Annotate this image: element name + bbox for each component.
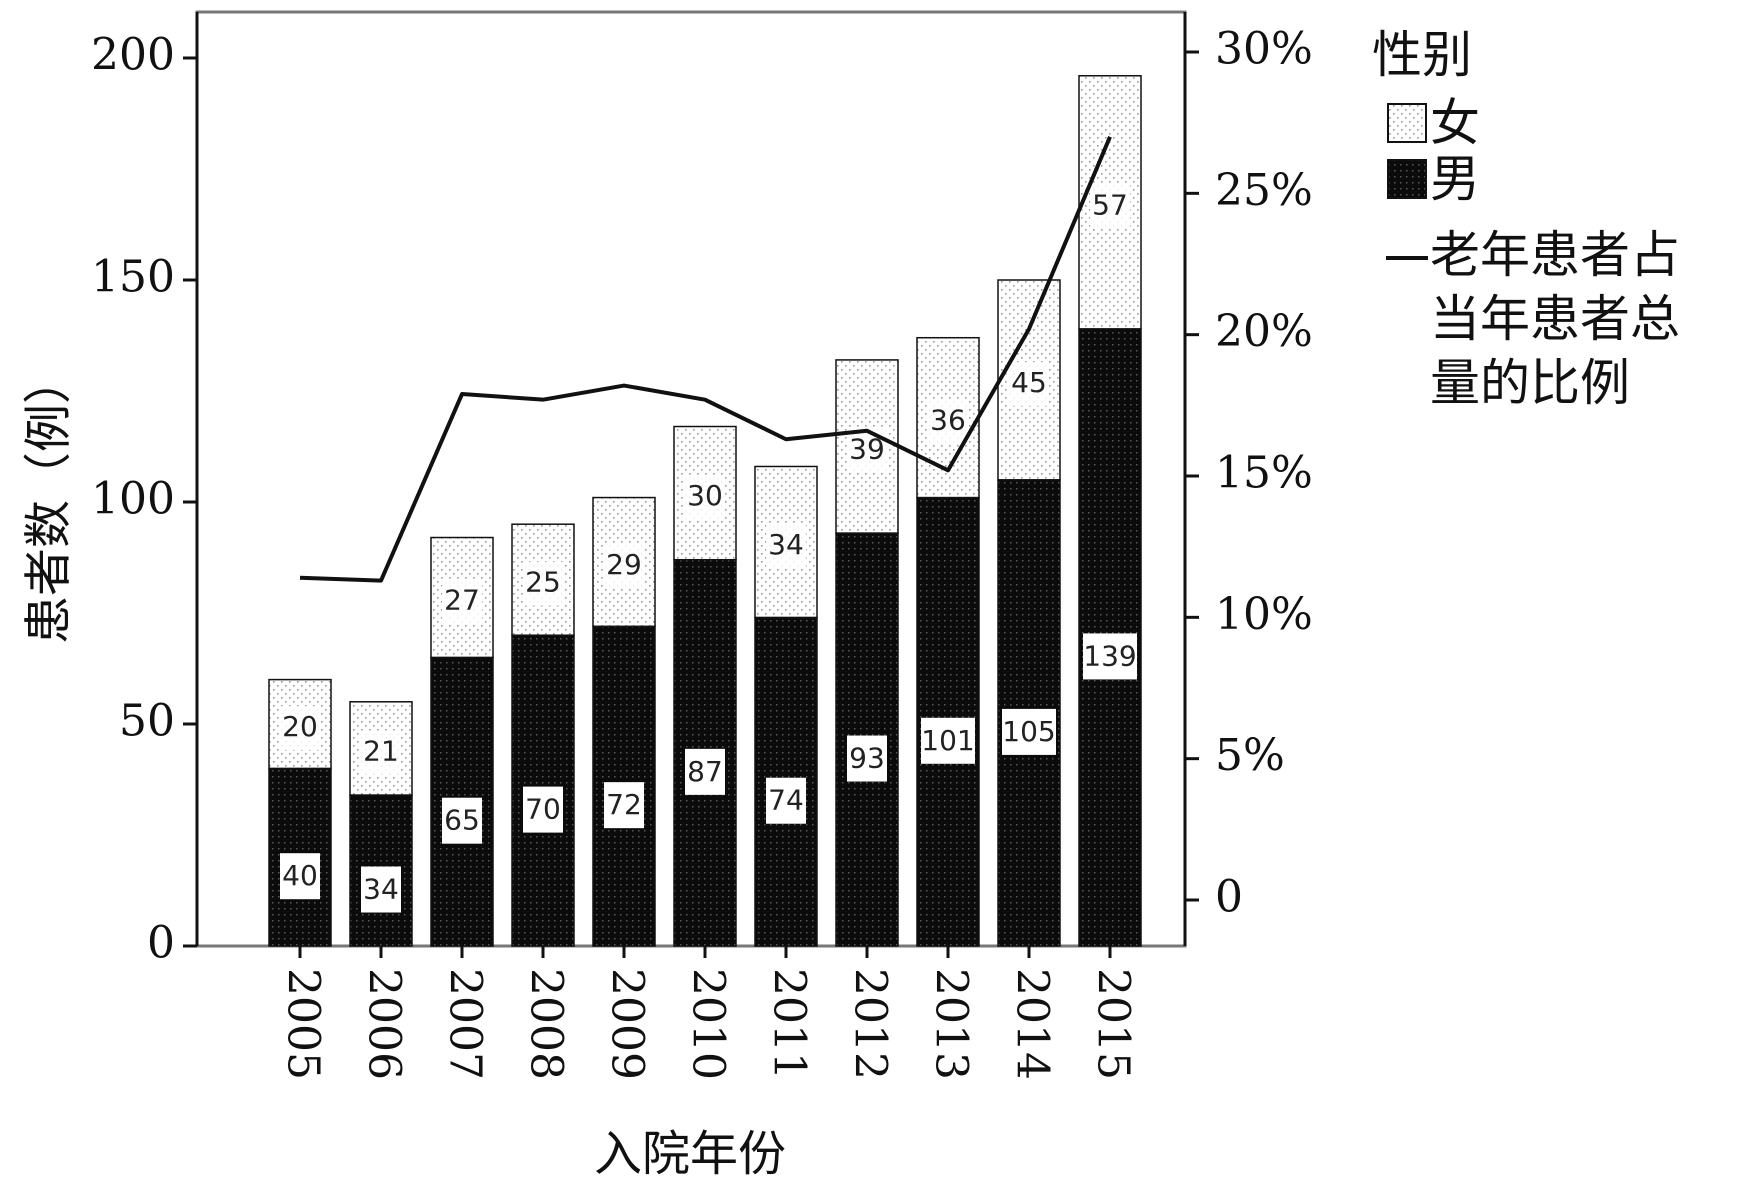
line-layer <box>299 136 1112 583</box>
bar-label-male-2014: 105 <box>1002 715 1055 748</box>
bar-label-male-2009: 72 <box>606 788 642 821</box>
bar-label-male-2005: 40 <box>282 859 318 892</box>
bar-label-male-2007: 65 <box>444 804 480 837</box>
bar-label-box-male <box>1002 708 1056 755</box>
bar-label-male-2015: 139 <box>1083 639 1136 672</box>
bar-label-box-male <box>847 735 887 782</box>
bar-label-male-2008: 70 <box>525 793 561 826</box>
bar-label-box-female <box>604 543 644 588</box>
bar-label-female-2015: 57 <box>1092 188 1128 221</box>
bar-label-female-2009: 29 <box>606 548 642 581</box>
bar-label-box-male <box>1083 633 1137 680</box>
bar-label-male-2010: 87 <box>687 755 723 788</box>
x-tick-label-2009: 2009 <box>602 968 653 1080</box>
bar-label-box-female <box>523 561 563 606</box>
y2-tick-label: 20% <box>1215 306 1313 357</box>
bar-label-box-female <box>685 475 725 520</box>
bar-label-box-male <box>361 866 401 913</box>
y2-tick-label: 10% <box>1215 589 1313 640</box>
legend-swatch-male <box>1387 159 1427 199</box>
x-axis-title: 入院年份 <box>594 1126 786 1182</box>
bar-label-box-female <box>1090 184 1130 229</box>
bar-label-male-2006: 34 <box>363 873 399 906</box>
bar-label-box-female <box>361 730 401 775</box>
bar-label-box-male <box>604 782 644 829</box>
bar-label-box-male <box>523 786 563 833</box>
bar-label-male-2011: 74 <box>768 784 804 817</box>
bar-label-female-2005: 20 <box>282 710 318 743</box>
x-tick-label-2010: 2010 <box>683 968 734 1080</box>
legend-swatch-female <box>1387 103 1427 143</box>
x-tick-label-2005: 2005 <box>278 968 329 1080</box>
bar-label-female-2007: 27 <box>444 583 480 616</box>
y2-tick-label: 30% <box>1215 24 1313 75</box>
bar-label-box-female <box>766 523 806 568</box>
y-tick-label: 50 <box>119 696 175 747</box>
bar-label-female-2010: 30 <box>687 479 723 512</box>
x-tick-label-2014: 2014 <box>1007 968 1058 1080</box>
x-tick-label-2007: 2007 <box>440 968 491 1080</box>
x-tick-label-2012: 2012 <box>845 968 896 1080</box>
bar-label-box-female <box>928 399 968 444</box>
legend-label-line-1: 老年患者占 <box>1430 226 1680 284</box>
legend-title: 性别 <box>1372 26 1472 84</box>
bar-label-box-female <box>280 706 320 750</box>
bar-label-female-2006: 21 <box>363 734 399 767</box>
line-elderly-ratio <box>299 136 1112 583</box>
x-tick-label-2006: 2006 <box>359 968 410 1080</box>
y-tick-label: 150 <box>91 252 175 303</box>
legend: 性别 女 男 老年患者占 当年患者总 量的比例 <box>1372 26 1680 412</box>
y2-tick-label: 25% <box>1215 165 1313 216</box>
bar-label-box-male <box>685 748 725 795</box>
right-axis-ticks: 0 5% 10% 15% 20% 25% 30% <box>1185 24 1313 923</box>
y-tick-label: 100 <box>91 474 175 525</box>
bar-label-box-male <box>766 777 806 824</box>
bar-label-box-male <box>921 717 975 764</box>
x-tick-label-2011: 2011 <box>764 968 815 1080</box>
x-tick-label-2008: 2008 <box>521 968 572 1080</box>
bar-label-male-2013: 101 <box>921 724 974 757</box>
y-axis-title: 患者数（例） <box>21 356 77 644</box>
legend-label-male: 男 <box>1430 150 1480 208</box>
legend-label-line-2: 当年患者总 <box>1430 290 1680 348</box>
bar-label-female-2011: 34 <box>768 528 804 561</box>
x-tick-label-2013: 2013 <box>926 968 977 1080</box>
bar-label-box-female <box>442 579 482 624</box>
bars: 4020342165277025722987307434933910136105… <box>268 75 1142 947</box>
bar-label-female-2008: 25 <box>525 566 561 599</box>
y-tick-label: 0 <box>147 918 175 969</box>
bar-label-male-2012: 93 <box>849 742 885 775</box>
bar-label-box-female <box>1009 361 1049 406</box>
x-axis-ticks: 2005 2006 2007 2008 2009 2010 2011 2012 2013 2014… <box>278 946 1139 1080</box>
bar-label-box-male <box>442 797 482 844</box>
bar-label-female-2013: 36 <box>930 404 966 437</box>
legend-label-line-3: 量的比例 <box>1430 354 1630 412</box>
y2-tick-label: 5% <box>1215 730 1285 781</box>
y2-tick-label: 0 <box>1215 872 1243 923</box>
x-tick-label-2015: 2015 <box>1088 968 1139 1080</box>
y2-tick-label: 15% <box>1215 448 1313 499</box>
bar-label-female-2014: 45 <box>1011 366 1047 399</box>
bar-label-box-male <box>280 853 320 900</box>
left-axis-ticks: 0 50 100 150 200 <box>91 30 197 969</box>
legend-label-female: 女 <box>1430 94 1480 152</box>
y-tick-label: 200 <box>91 30 175 81</box>
